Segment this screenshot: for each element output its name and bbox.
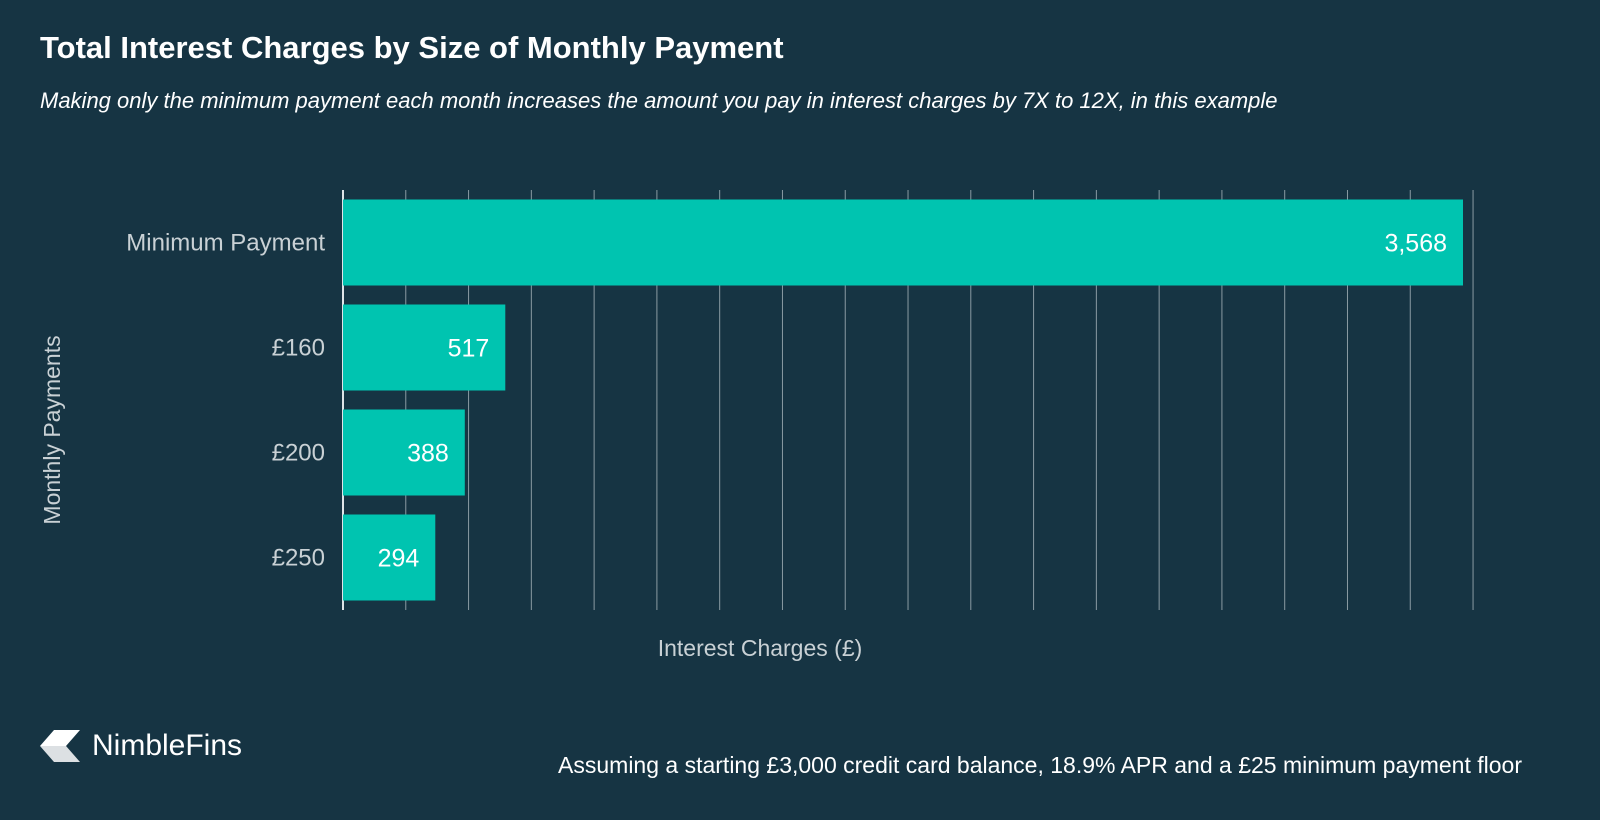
bar (343, 199, 1463, 286)
chart-subtitle: Making only the minimum payment each mon… (40, 88, 1278, 113)
data-label: 294 (378, 545, 420, 573)
bar (343, 514, 436, 601)
brand-logo: NimbleFins (38, 728, 242, 764)
category-label: £160 (272, 335, 325, 362)
y-axis-label: Monthly Payments (39, 335, 65, 524)
category-label: £200 (272, 440, 325, 467)
brand-name: NimbleFins (92, 729, 243, 762)
nimblefins-logo-icon (40, 730, 80, 762)
category-label: £250 (272, 545, 325, 572)
bar-chart: 3,568 Minimum Payment 517 £160 388 £200 294 £25… (39, 190, 1474, 661)
chart-title: Total Interest Charges by Size of Monthl… (40, 30, 784, 65)
data-label: 3,568 (1384, 230, 1447, 258)
data-label: 388 (407, 440, 449, 468)
bar (343, 304, 506, 391)
x-axis-label: Interest Charges (£) (658, 635, 863, 661)
category-label: Minimum Payment (126, 230, 325, 257)
footnote: Assuming a starting £3,000 credit card b… (558, 752, 1522, 778)
bar (343, 409, 465, 496)
data-label: 517 (448, 335, 490, 363)
